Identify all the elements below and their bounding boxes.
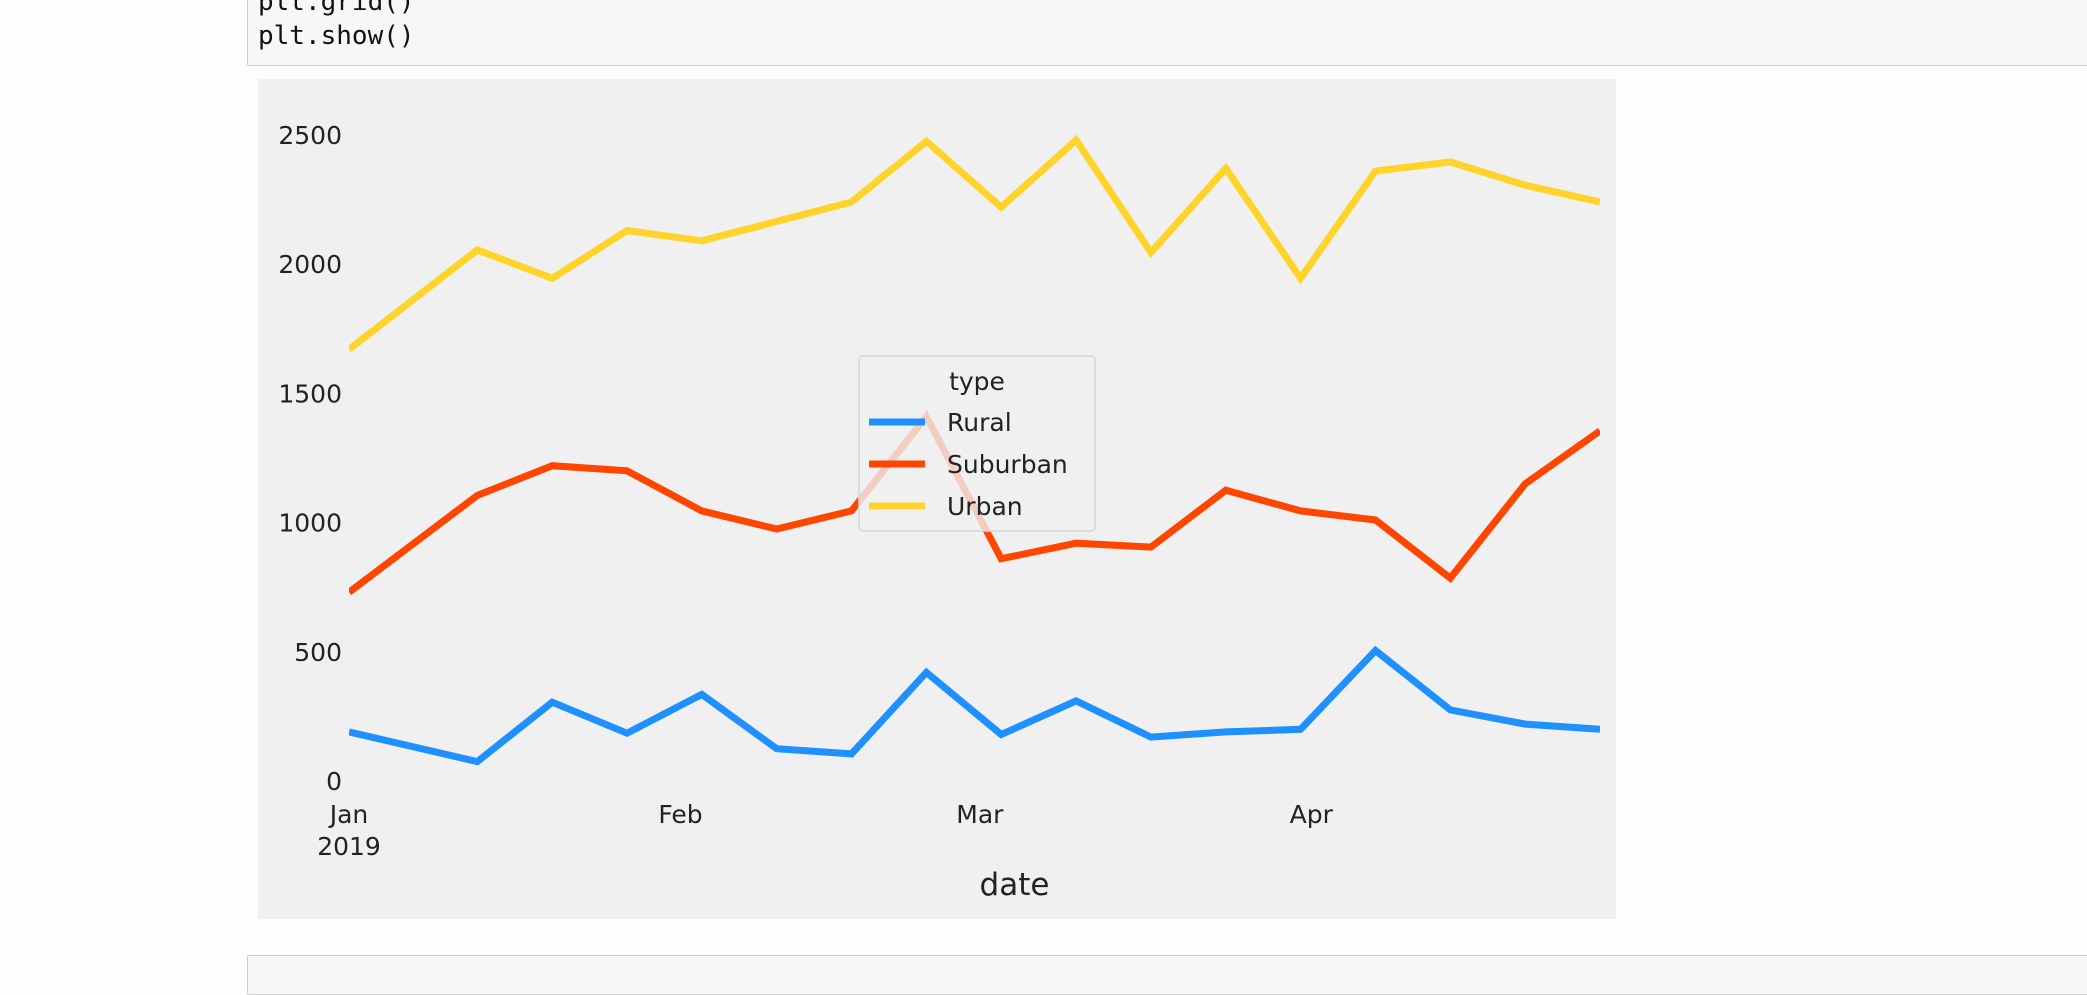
legend-title: type — [949, 367, 1005, 396]
y-tick-label: 2000 — [278, 250, 342, 279]
x-tick-sublabel: 2019 — [317, 832, 381, 861]
next-code-cell[interactable] — [247, 955, 2087, 995]
legend-label-suburban: Suburban — [947, 450, 1068, 479]
code-cell[interactable]: plt.grid() plt.show() — [247, 0, 2087, 66]
code-line: plt.show() — [258, 21, 415, 51]
x-tick-label: Apr — [1290, 800, 1334, 829]
x-tick-label: Feb — [658, 800, 702, 829]
y-tick-label: 0 — [326, 767, 342, 796]
y-tick-label: 1500 — [278, 379, 342, 408]
series-line-rural — [349, 645, 1600, 766]
series-line-suburban — [349, 410, 1600, 596]
legend-label-urban: Urban — [947, 492, 1023, 521]
series-line-urban — [349, 134, 1600, 353]
x-tick-label: Mar — [956, 800, 1004, 829]
x-tick-label: Jan — [328, 800, 369, 829]
legend-box — [858, 355, 1096, 532]
y-tick-label: 1000 — [278, 509, 342, 538]
output-area: 0 500 1000 1500 2000 2500 Jan 2019 Feb Mar Apr date… — [258, 79, 1616, 919]
legend-label-rural: Rural — [947, 408, 1012, 437]
y-tick-label: 500 — [294, 638, 342, 667]
y-tick-label: 2500 — [278, 121, 342, 150]
line-chart: 0 500 1000 1500 2000 2500 Jan 2019 Feb Mar Apr date… — [258, 79, 1616, 919]
x-axis-label: date — [980, 867, 1050, 903]
code-line: plt.grid() — [258, 0, 415, 17]
